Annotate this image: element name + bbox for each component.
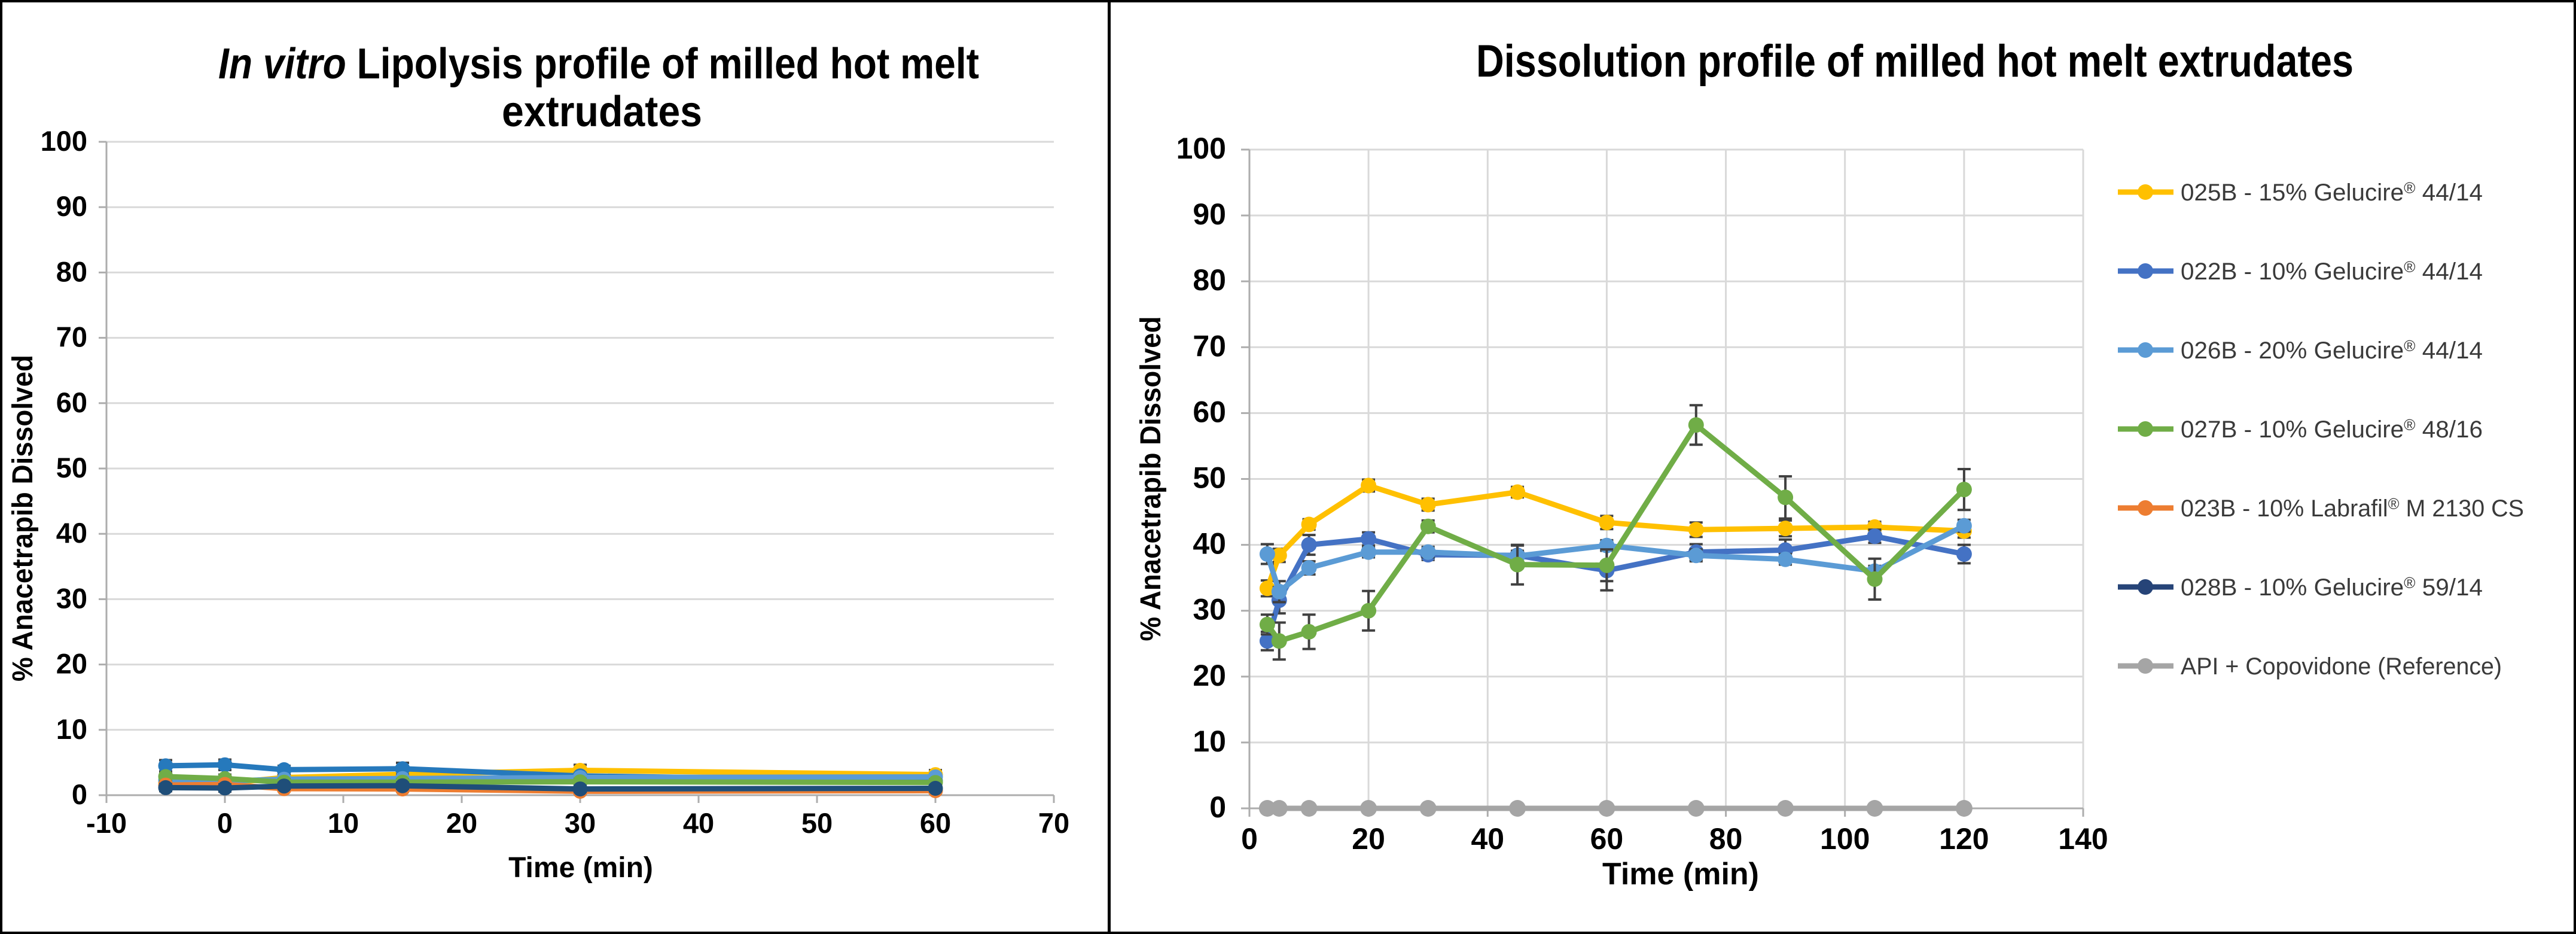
svg-text:70: 70 (1193, 329, 1226, 363)
svg-text:70: 70 (1038, 807, 1069, 839)
svg-text:50: 50 (1193, 461, 1226, 495)
svg-text:90: 90 (56, 190, 87, 222)
svg-text:10: 10 (328, 807, 359, 839)
svg-text:30: 30 (1193, 593, 1226, 626)
svg-text:0: 0 (1209, 790, 1226, 824)
svg-text:120: 120 (1939, 822, 1989, 856)
svg-text:025B - 15% Gelucire® 44/14: 025B - 15% Gelucire ® 44/14 (2181, 179, 2483, 206)
svg-text:10: 10 (1193, 725, 1226, 758)
svg-text:0: 0 (217, 807, 233, 839)
svg-text:20: 20 (56, 648, 87, 680)
svg-text:40: 40 (1471, 822, 1504, 856)
svg-text:50: 50 (56, 452, 87, 483)
svg-text:40: 40 (683, 807, 714, 839)
svg-text:60: 60 (56, 387, 87, 418)
svg-text:40: 40 (1193, 527, 1226, 561)
svg-text:Dissolution profile of milled: Dissolution profile of milled hot melt e… (1476, 36, 2354, 87)
svg-text:028B - 10% Gelucire® 59/14: 028B - 10% Gelucire ® 59/14 (2181, 574, 2483, 601)
svg-text:0: 0 (1241, 822, 1258, 856)
svg-text:Time (min): Time (min) (508, 852, 653, 884)
svg-text:20: 20 (1352, 822, 1385, 856)
svg-text:50: 50 (801, 807, 833, 839)
svg-text:60: 60 (1590, 822, 1624, 856)
svg-text:90: 90 (1193, 197, 1226, 231)
svg-text:70: 70 (56, 321, 87, 353)
svg-text:023B - 10% Labrafil® M 2130 CS: 023B - 10% Labrafil® M 2130 CS (2181, 495, 2524, 522)
svg-text:30: 30 (565, 807, 596, 839)
svg-text:extrudates: extrudates (502, 88, 702, 136)
svg-text:% Anacetrapib Dissolved: % Anacetrapib Dissolved (7, 355, 39, 682)
svg-text:Time (min): Time (min) (1602, 857, 1759, 892)
svg-text:30: 30 (56, 582, 87, 614)
svg-text:10: 10 (56, 713, 87, 745)
svg-text:027B - 10% Gelucire® 48/16: 027B - 10% Gelucire ® 48/16 (2181, 416, 2483, 443)
svg-text:60: 60 (1193, 395, 1226, 428)
svg-text:40: 40 (56, 517, 87, 549)
svg-text:0: 0 (72, 778, 87, 810)
svg-text:022B - 10% Gelucire® 44/14: 022B - 10% Gelucire ® 44/14 (2181, 258, 2483, 285)
svg-text:140: 140 (2058, 822, 2108, 856)
svg-text:80: 80 (1709, 822, 1743, 856)
svg-text:026B - 20% Gelucire® 44/14: 026B - 20% Gelucire ® 44/14 (2181, 337, 2483, 364)
svg-text:20: 20 (446, 807, 477, 839)
svg-text:80: 80 (1193, 263, 1226, 297)
svg-text:API + Copovidone (Reference): API + Copovidone (Reference) (2181, 653, 2502, 680)
svg-text:20: 20 (1193, 659, 1226, 692)
svg-text:-10: -10 (86, 807, 127, 839)
svg-text:100: 100 (41, 125, 87, 157)
svg-text:100: 100 (1176, 132, 1226, 165)
svg-text:80: 80 (56, 255, 87, 287)
svg-text:In vitro Lipolysis profile of: In vitro Lipolysis profile of milled hot… (218, 40, 979, 88)
svg-text:60: 60 (920, 807, 951, 839)
svg-text:% Anacetrapib Dissolved: % Anacetrapib Dissolved (1135, 317, 1167, 641)
svg-text:100: 100 (1820, 822, 1870, 856)
